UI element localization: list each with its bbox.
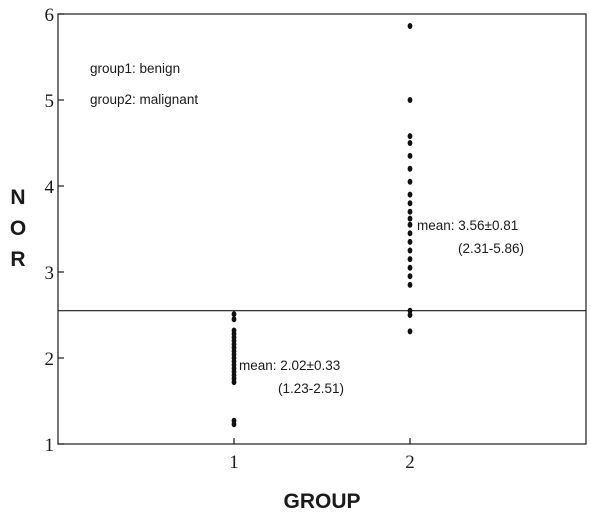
group2-data-point bbox=[407, 273, 413, 280]
y-axis-ticks: 1 2 3 4 5 6 bbox=[45, 5, 64, 456]
y-tick-label: 5 bbox=[45, 91, 55, 112]
plot-frame bbox=[57, 13, 587, 445]
group1-data-point bbox=[231, 311, 237, 318]
group2-data-point bbox=[407, 281, 413, 288]
data-points bbox=[231, 23, 413, 428]
group2-data-point bbox=[407, 256, 413, 263]
group2-data-point bbox=[407, 328, 413, 335]
group2-data-point bbox=[407, 230, 413, 237]
y-tick-label: 1 bbox=[45, 435, 55, 456]
group2-data-point bbox=[407, 140, 413, 146]
group2-data-point bbox=[407, 312, 413, 318]
group2-data-point bbox=[407, 178, 413, 185]
group2-data-point bbox=[407, 23, 413, 30]
x-tick-label: 1 bbox=[229, 452, 239, 473]
x-axis-title: GROUP bbox=[283, 490, 360, 513]
y-tick-label: 6 bbox=[45, 5, 55, 26]
group1-data-point bbox=[231, 316, 237, 323]
group2-data-point bbox=[407, 247, 413, 254]
group2-data-point bbox=[407, 221, 413, 228]
y-tick-label: 2 bbox=[45, 349, 55, 370]
legend-entry-group1: group1: benign bbox=[90, 61, 180, 76]
group2-data-point bbox=[407, 133, 413, 140]
y-tick-label: 3 bbox=[45, 263, 55, 284]
group1-mean-annotation: mean: 2.02±0.33 bbox=[239, 358, 340, 373]
x-tick-label: 2 bbox=[405, 452, 415, 473]
group2-data-point bbox=[407, 152, 413, 159]
group2-mean-annotation: mean: 3.56±0.81 bbox=[417, 218, 518, 233]
group1-data-point bbox=[231, 327, 237, 334]
group2-data-point bbox=[407, 307, 413, 314]
group2-data-point bbox=[407, 215, 413, 222]
group2-data-point bbox=[407, 97, 413, 103]
group2-data-point bbox=[407, 200, 413, 207]
group2-data-point bbox=[407, 264, 413, 271]
group2-data-point bbox=[407, 191, 413, 198]
legend-entry-group2: group2: malignant bbox=[90, 92, 198, 107]
group1-data-point bbox=[231, 417, 237, 424]
group2-data-point bbox=[407, 238, 413, 245]
group1-range-annotation: (1.23-2.51) bbox=[278, 381, 344, 396]
group2-data-point bbox=[407, 208, 413, 215]
group2-range-annotation: (2.31-5.86) bbox=[458, 241, 524, 256]
group2-data-point bbox=[407, 165, 413, 172]
y-tick-label: 4 bbox=[45, 177, 55, 198]
